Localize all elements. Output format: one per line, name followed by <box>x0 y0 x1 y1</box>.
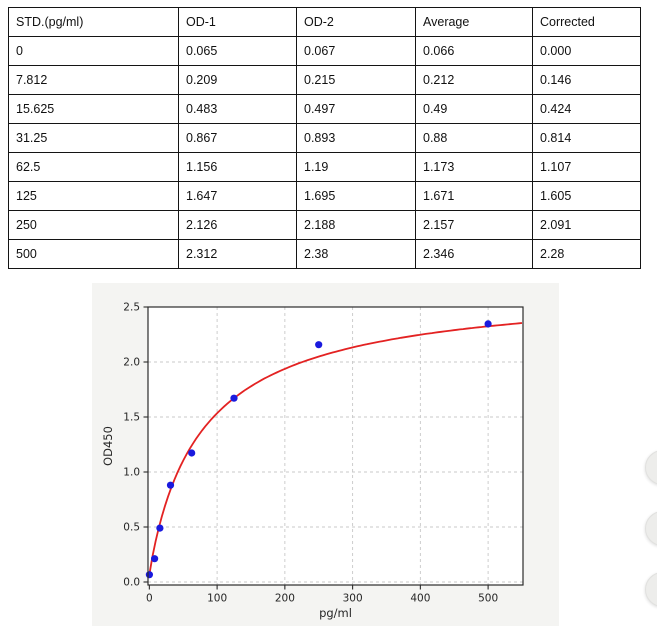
table-cell: 0.814 <box>532 123 641 153</box>
data-point <box>188 449 196 457</box>
table-row: 62.5 1.156 1.19 1.173 1.107 <box>8 152 641 182</box>
x-tick-label: 200 <box>275 593 295 605</box>
x-tick-label: 100 <box>207 593 227 605</box>
y-tick-label: 2.5 <box>123 302 140 314</box>
x-tick-label: 400 <box>410 593 430 605</box>
table-row: 31.25 0.867 0.893 0.88 0.814 <box>8 123 641 153</box>
table-cell: 1.19 <box>296 152 416 182</box>
y-tick-label: 1.5 <box>123 412 140 424</box>
table-cell: 0.000 <box>532 36 641 66</box>
floating-button-1[interactable] <box>645 450 657 485</box>
table-row: 15.625 0.483 0.497 0.49 0.424 <box>8 94 641 124</box>
table-cell: 250 <box>8 210 179 240</box>
table-row: 125 1.647 1.695 1.671 1.605 <box>8 181 641 211</box>
table-cell: 62.5 <box>8 152 179 182</box>
table-cell: 0.066 <box>415 36 533 66</box>
fit-curve <box>148 322 523 575</box>
axis-spine <box>147 306 524 586</box>
table-cell: 1.647 <box>178 181 297 211</box>
table-cell: 0.212 <box>415 65 533 95</box>
data-point <box>156 524 164 532</box>
plot-area <box>148 307 523 585</box>
table-cell: 2.38 <box>296 239 416 269</box>
table-row: 0 0.065 0.067 0.066 0.000 <box>8 36 641 66</box>
data-point <box>145 571 153 579</box>
standards-table-body: 0 0.065 0.067 0.066 0.000 7.812 0.209 0.215 0.21… <box>8 36 641 269</box>
table-cell: 1.605 <box>532 181 641 211</box>
data-point <box>151 555 159 563</box>
standards-table: STD.(pg/ml) OD-1 OD-2 Average Corrected 0 0.0… <box>8 7 641 269</box>
y-axis-label: OD450 <box>101 426 115 466</box>
table-cell: 0.209 <box>178 65 297 95</box>
table-cell: 0.067 <box>296 36 416 66</box>
table-row: 7.812 0.209 0.215 0.212 0.146 <box>8 65 641 95</box>
table-cell: 0.065 <box>178 36 297 66</box>
standards-table-head: STD.(pg/ml) OD-1 OD-2 Average Corrected <box>8 7 641 37</box>
column-header: OD-2 <box>296 7 416 37</box>
table-cell: 15.625 <box>8 94 179 124</box>
table-cell: 0.497 <box>296 94 416 124</box>
data-point <box>230 394 238 402</box>
data-point <box>166 481 175 489</box>
table-cell: 125 <box>8 181 179 211</box>
column-header: STD.(pg/ml) <box>8 7 179 37</box>
table-cell: 0.893 <box>296 123 416 153</box>
table-cell: 1.671 <box>415 181 533 211</box>
x-axis-label: pg/ml <box>319 606 352 620</box>
table-cell: 1.107 <box>532 152 641 182</box>
table-cell: 7.812 <box>8 65 179 95</box>
table-header-row: STD.(pg/ml) OD-1 OD-2 Average Corrected <box>8 7 641 37</box>
table-cell: 0.424 <box>532 94 641 124</box>
table-cell: 2.188 <box>296 210 416 240</box>
table-cell: 2.126 <box>178 210 297 240</box>
table-cell: 1.156 <box>178 152 297 182</box>
y-tick-label: 0.0 <box>123 577 140 589</box>
table-cell: 0.88 <box>415 123 533 153</box>
table-row: 250 2.126 2.188 2.157 2.091 <box>8 210 641 240</box>
x-tick-label: 500 <box>478 593 498 605</box>
table-cell: 0 <box>8 36 179 66</box>
column-header: OD-1 <box>178 7 297 37</box>
standard-curve-figure: 0 100 200 300 400 500 0.0 0.5 1.0 1.5 2.0 2.5 pg/ml O… <box>92 283 559 626</box>
table-cell: 500 <box>8 239 179 269</box>
table-cell: 0.867 <box>178 123 297 153</box>
table-cell: 1.173 <box>415 152 533 182</box>
table-cell: 2.312 <box>178 239 297 269</box>
table-cell: 31.25 <box>8 123 179 153</box>
y-tick-label: 2.0 <box>123 357 140 369</box>
table-cell: 0.146 <box>532 65 641 95</box>
table-cell: 2.157 <box>415 210 533 240</box>
data-point <box>484 320 492 328</box>
table-row: 500 2.312 2.38 2.346 2.28 <box>8 239 641 269</box>
y-tick-label: 0.5 <box>123 522 140 534</box>
column-header: Corrected <box>532 7 641 37</box>
standard-curve-chart: 0 100 200 300 400 500 0.0 0.5 1.0 1.5 2.0 2.5 pg/ml O… <box>101 302 524 620</box>
table-cell: 2.346 <box>415 239 533 269</box>
x-tick-label: 300 <box>343 593 363 605</box>
table-cell: 0.483 <box>178 94 297 124</box>
table-cell: 1.695 <box>296 181 416 211</box>
table-cell: 0.49 <box>415 94 533 124</box>
floating-button-3[interactable] <box>645 572 657 607</box>
y-tick-label: 1.0 <box>123 467 140 479</box>
x-tick-label: 0 <box>146 593 153 605</box>
table-cell: 2.28 <box>532 239 641 269</box>
column-header: Average <box>415 7 533 37</box>
table-cell: 0.215 <box>296 65 416 95</box>
floating-button-2[interactable] <box>645 511 657 546</box>
data-point <box>315 341 323 349</box>
table-cell: 2.091 <box>532 210 641 240</box>
